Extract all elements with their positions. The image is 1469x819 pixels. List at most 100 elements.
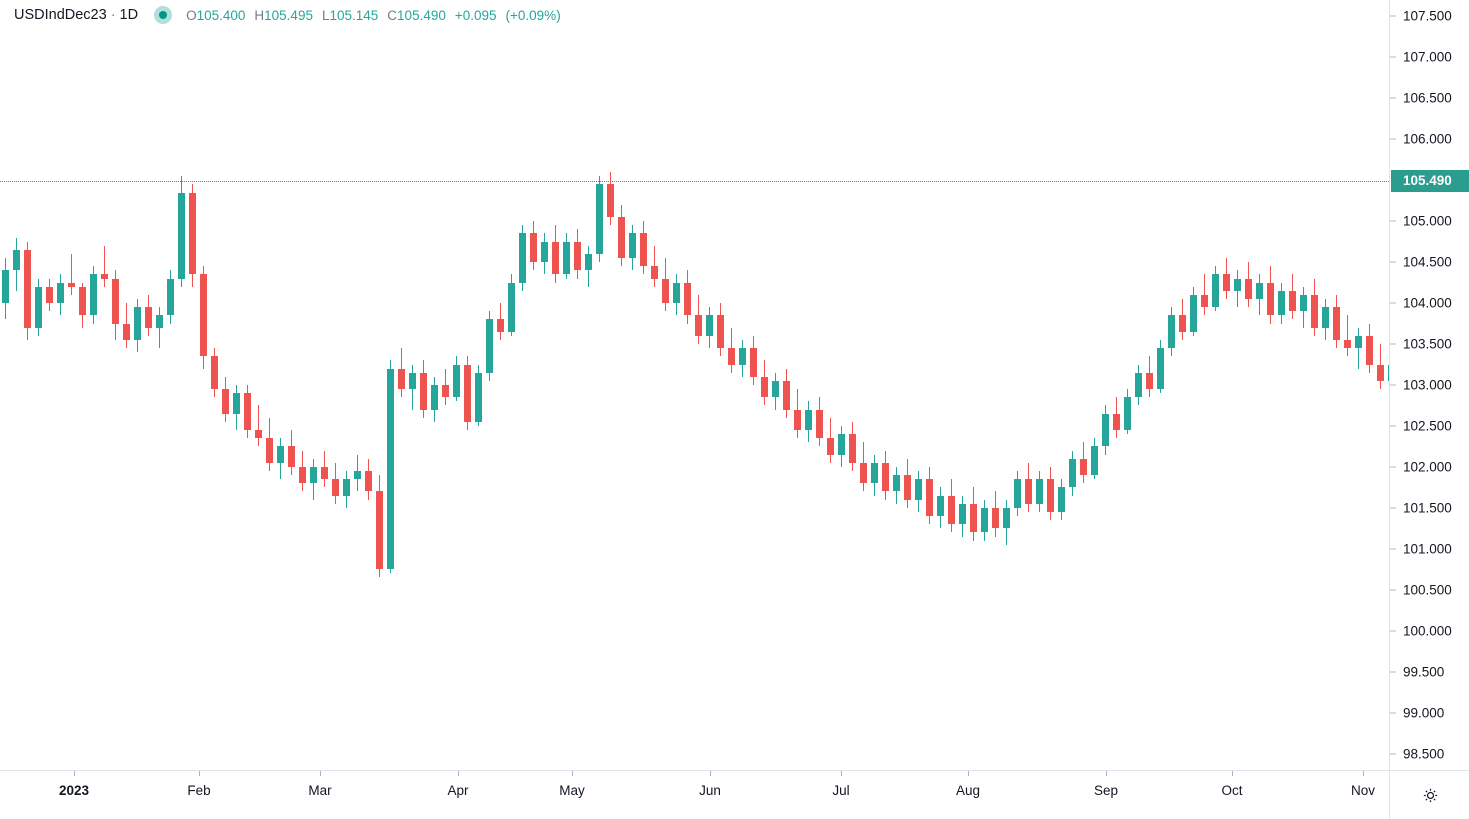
candlestick-bar — [1388, 0, 1389, 770]
candle-body — [607, 184, 614, 218]
candle-body — [376, 491, 383, 570]
candle-body — [519, 233, 526, 283]
price-axis-label: 101.500 — [1403, 500, 1452, 516]
candlestick-bar — [2, 0, 9, 770]
gear-icon — [1423, 788, 1437, 802]
candle-body — [618, 217, 625, 259]
candle-body — [981, 507, 988, 533]
candlestick-bar — [134, 0, 141, 770]
candlestick-bar — [277, 0, 284, 770]
candlestick-bar — [1003, 0, 1010, 770]
candlestick-bar — [1047, 0, 1054, 770]
time-tick — [1232, 771, 1233, 776]
candlestick-bar — [618, 0, 625, 770]
time-axis[interactable]: 2023 Feb Mar Apr May Jun Jul Aug Sep Oct Nov — [0, 770, 1389, 819]
current-price-line — [0, 181, 1389, 183]
candlestick-bar — [783, 0, 790, 770]
candle-body — [1223, 274, 1230, 291]
candlestick-bar — [1278, 0, 1285, 770]
candle-body — [530, 233, 537, 263]
chart-canvas[interactable] — [0, 0, 1389, 770]
candlestick-bar — [420, 0, 427, 770]
close-key: C — [387, 7, 398, 23]
candle-body — [1014, 479, 1021, 508]
candle-body — [343, 479, 350, 496]
candle-body — [1300, 294, 1307, 312]
chart-settings-button[interactable] — [1389, 770, 1469, 819]
price-axis-label: 103.500 — [1403, 336, 1452, 352]
candle-body — [1267, 282, 1274, 316]
time-tick — [320, 771, 321, 776]
candlestick-bar — [728, 0, 735, 770]
candlestick-bar — [926, 0, 933, 770]
close-value: 105.490 — [397, 7, 446, 23]
candlestick-bar — [1080, 0, 1087, 770]
candle-body — [1025, 479, 1032, 504]
candle-body — [739, 348, 746, 365]
candlestick-bar — [1212, 0, 1219, 770]
time-tick — [74, 771, 75, 776]
price-axis-label: 107.500 — [1403, 8, 1452, 24]
candlestick-bar — [1234, 0, 1241, 770]
candlestick-bar — [871, 0, 878, 770]
price-axis[interactable]: 107.500 107.000 106.500 106.000 105.000 104.5… — [1389, 0, 1469, 770]
candle-body — [1179, 315, 1186, 332]
candle-body — [1311, 294, 1318, 328]
candlestick-bar — [486, 0, 493, 770]
candlestick-bar — [1102, 0, 1109, 770]
candlestick-bar — [519, 0, 526, 770]
price-axis-label: 102.500 — [1403, 418, 1452, 434]
candlestick-bar — [35, 0, 42, 770]
candlestick-bar — [882, 0, 889, 770]
candlestick-bar — [1344, 0, 1351, 770]
candlestick-bar — [112, 0, 119, 770]
candlestick-bar — [123, 0, 130, 770]
candle-body — [244, 393, 251, 431]
candle-body — [849, 434, 856, 463]
symbol-label[interactable]: USDIndDec23 — [14, 7, 107, 23]
candle-body — [475, 372, 482, 422]
candle-body — [1113, 413, 1120, 431]
candle-body — [486, 319, 493, 373]
candle-wick — [1204, 274, 1205, 316]
price-axis-label: 103.000 — [1403, 377, 1452, 393]
price-axis-label: 101.000 — [1403, 541, 1452, 557]
candle-wick — [1347, 315, 1348, 357]
candle-body — [761, 376, 768, 398]
candlestick-bar — [398, 0, 405, 770]
price-tick — [1390, 425, 1396, 427]
candle-body — [2, 270, 9, 304]
candle-body — [1234, 278, 1241, 291]
candlestick-bar — [706, 0, 713, 770]
candle-body — [90, 274, 97, 316]
candlestick-bar — [1124, 0, 1131, 770]
candle-body — [1091, 446, 1098, 476]
candle-body — [1135, 372, 1142, 398]
price-axis-label: 106.000 — [1403, 131, 1452, 147]
candlestick-bar — [552, 0, 559, 770]
price-tick — [1390, 302, 1396, 304]
candle-body — [1047, 479, 1054, 512]
time-tick — [458, 771, 459, 776]
time-axis-month-label: Jul — [832, 783, 850, 798]
timeframe-label[interactable]: 1D — [119, 7, 139, 23]
candle-body — [915, 479, 922, 500]
candle-body — [1278, 290, 1285, 316]
candlestick-bar — [156, 0, 163, 770]
candlestick-bar — [761, 0, 768, 770]
price-axis-label: 104.000 — [1403, 295, 1452, 311]
candlestick-bar — [189, 0, 196, 770]
candle-body — [860, 462, 867, 484]
candle-body — [431, 385, 438, 410]
candle-body — [1289, 290, 1296, 312]
candle-body — [1146, 372, 1153, 390]
candle-body — [1366, 335, 1373, 365]
candle-body — [354, 471, 361, 480]
market-status-dot-icon[interactable] — [154, 6, 173, 24]
candlestick-bar — [79, 0, 86, 770]
candlestick-bar — [288, 0, 295, 770]
candlestick-bar — [992, 0, 999, 770]
current-price-badge[interactable]: 105.490 — [1391, 170, 1469, 193]
candlestick-bar — [68, 0, 75, 770]
candlestick-bar — [24, 0, 31, 770]
